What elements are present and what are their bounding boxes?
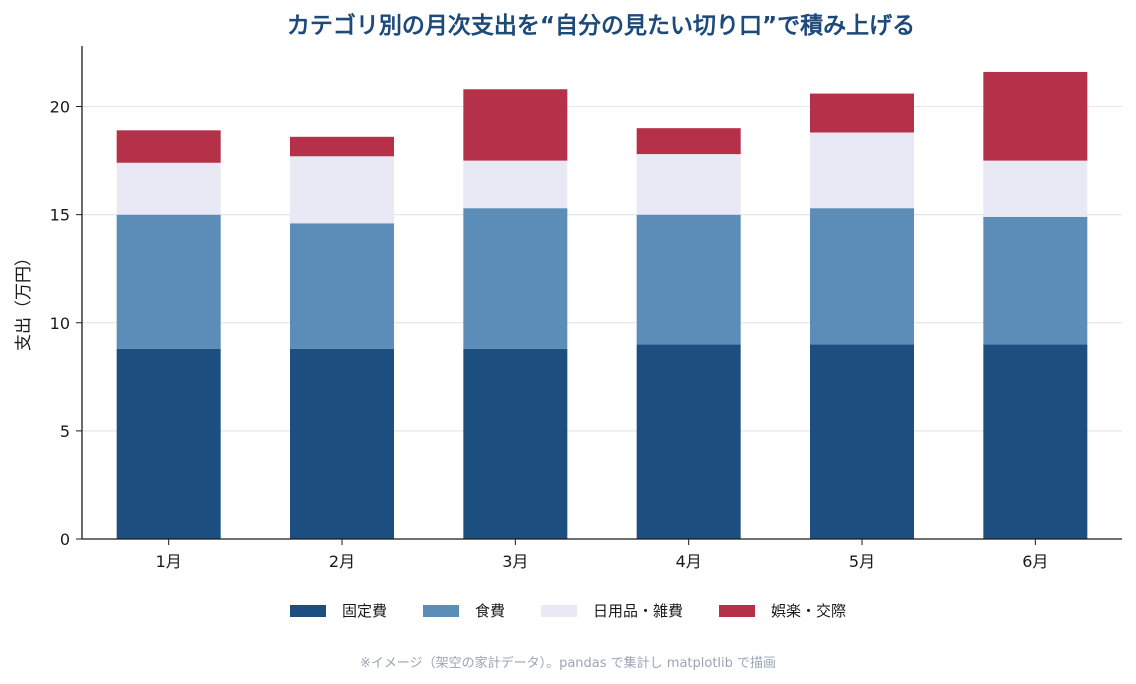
y-tick-label: 5	[60, 422, 70, 441]
legend: 固定費 食費 日用品・雑費 娯楽・交際	[0, 600, 1136, 621]
x-ticks: 1月 2月 3月 4月 5月 6月	[156, 539, 1048, 571]
bar-segment	[810, 208, 914, 345]
y-tick-label: 10	[50, 314, 70, 333]
bar-segment	[290, 156, 394, 224]
axes	[81, 46, 1122, 540]
bar-segment	[810, 344, 914, 539]
gridlines	[82, 105, 1122, 432]
legend-item: 娯楽・交際	[719, 600, 846, 621]
legend-swatch	[422, 604, 459, 617]
bar-segment	[983, 216, 1088, 345]
bar-segment	[463, 208, 568, 349]
legend-label: 固定費	[341, 602, 387, 620]
bar-segment	[290, 223, 394, 349]
x-tick-label: 4月	[676, 552, 702, 571]
bar-segment	[983, 344, 1088, 539]
bar-segment	[116, 162, 221, 215]
bar-segment	[810, 93, 914, 133]
legend-label: 日用品・雑費	[593, 602, 684, 620]
legend-item: 日用品・雑費	[541, 600, 683, 621]
bar-segment	[636, 344, 741, 539]
footnote: ※イメージ（架空の家計データ）。pandas で集計し matplotlib で…	[359, 656, 777, 671]
legend-swatch	[289, 604, 326, 617]
legend-item: 固定費	[289, 600, 387, 621]
bar-segment	[116, 348, 221, 539]
y-tick-label: 0	[60, 530, 70, 549]
bar-segment	[116, 130, 221, 163]
x-tick-label: 2月	[329, 552, 355, 571]
bars-group	[116, 71, 1088, 539]
x-tick-label: 5月	[849, 552, 875, 571]
y-axis-label: 支出（万円）	[14, 249, 34, 351]
bar-segment	[290, 348, 394, 539]
x-tick-label: 6月	[1022, 552, 1048, 571]
legend-label: 娯楽・交際	[771, 602, 847, 620]
bar-segment	[463, 348, 568, 539]
legend-label: 食費	[474, 602, 505, 620]
legend-swatch	[719, 604, 756, 617]
x-tick-label: 1月	[156, 552, 182, 571]
bar-segment	[116, 214, 221, 349]
y-tick-label: 15	[50, 206, 70, 225]
legend-item: 食費	[422, 600, 505, 621]
bar-segment	[463, 89, 568, 161]
bar-segment	[636, 128, 741, 155]
bar-segment	[983, 71, 1088, 161]
legend-swatch	[541, 604, 577, 617]
y-tick-label: 20	[50, 98, 70, 117]
x-tick-label: 3月	[502, 552, 528, 571]
bar-segment	[636, 154, 741, 215]
y-ticks: 0 5 10 15 20	[50, 98, 82, 549]
bar-segment	[463, 160, 568, 209]
bar-segment	[810, 132, 914, 209]
chart-title: カテゴリ別の月次支出を“自分の見たい切り口”で積み上げる	[287, 12, 915, 39]
bar-segment	[636, 214, 741, 345]
stacked-bar-chart: カテゴリ別の月次支出を“自分の見たい切り口”で積み上げる 支出（万円） 0 5 10…	[14, 12, 1122, 571]
bar-segment	[983, 160, 1088, 217]
bar-segment	[290, 136, 394, 157]
